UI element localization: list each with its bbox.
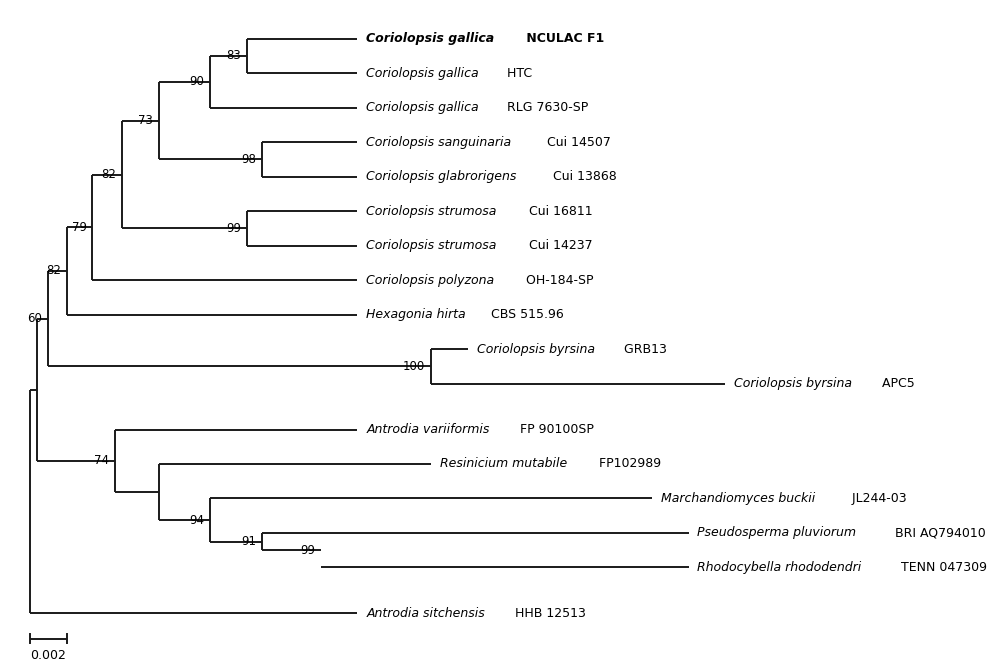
Text: Cui 14237: Cui 14237	[525, 239, 592, 252]
Text: 82: 82	[46, 264, 61, 277]
Text: JL244-03: JL244-03	[848, 492, 907, 505]
Text: Marchandiomyces buckii: Marchandiomyces buckii	[661, 492, 815, 505]
Text: Antrodia sitchensis: Antrodia sitchensis	[366, 607, 485, 620]
Text: 79: 79	[72, 220, 87, 234]
Text: Coriolopsis strumosa: Coriolopsis strumosa	[366, 204, 497, 218]
Text: APC5: APC5	[878, 377, 914, 390]
Text: 91: 91	[241, 535, 256, 548]
Text: HHB 12513: HHB 12513	[511, 607, 585, 620]
Text: 0.002: 0.002	[30, 649, 66, 662]
Text: NCULAC F1: NCULAC F1	[522, 32, 604, 45]
Text: FP102989: FP102989	[595, 458, 661, 470]
Text: Coriolopsis byrsina: Coriolopsis byrsina	[734, 377, 852, 390]
Text: FP 90100SP: FP 90100SP	[516, 423, 594, 436]
Text: Pseudosperma pluviorum: Pseudosperma pluviorum	[697, 526, 856, 539]
Text: 99: 99	[226, 222, 241, 235]
Text: TENN 047309: TENN 047309	[897, 561, 987, 574]
Text: Cui 16811: Cui 16811	[525, 204, 592, 218]
Text: Cui 14507: Cui 14507	[543, 136, 611, 149]
Text: 83: 83	[226, 49, 241, 63]
Text: 82: 82	[101, 168, 116, 181]
Text: CBS 515.96: CBS 515.96	[487, 308, 564, 321]
Text: Coriolopsis polyzona: Coriolopsis polyzona	[366, 274, 494, 286]
Text: 74: 74	[94, 454, 109, 468]
Text: HTC: HTC	[503, 67, 532, 80]
Text: Coriolopsis gallica: Coriolopsis gallica	[366, 67, 479, 80]
Text: Resinicium mutabile: Resinicium mutabile	[440, 458, 567, 470]
Text: 100: 100	[403, 360, 425, 373]
Text: 94: 94	[189, 513, 204, 527]
Text: Coriolopsis sanguinaria: Coriolopsis sanguinaria	[366, 136, 511, 149]
Text: Coriolopsis byrsina: Coriolopsis byrsina	[477, 342, 595, 356]
Text: 73: 73	[138, 114, 153, 127]
Text: Cui 13868: Cui 13868	[549, 170, 617, 183]
Text: 99: 99	[300, 543, 315, 557]
Text: OH-184-SP: OH-184-SP	[522, 274, 594, 286]
Text: 60: 60	[28, 312, 42, 325]
Text: Hexagonia hirta: Hexagonia hirta	[366, 308, 466, 321]
Text: Coriolopsis gallica: Coriolopsis gallica	[366, 32, 494, 45]
Text: RLG 7630-SP: RLG 7630-SP	[503, 101, 588, 114]
Text: Coriolopsis strumosa: Coriolopsis strumosa	[366, 239, 497, 252]
Text: 90: 90	[189, 75, 204, 89]
Text: BRI AQ794010: BRI AQ794010	[891, 526, 985, 539]
Text: Rhodocybella rhododendri: Rhodocybella rhododendri	[697, 561, 862, 574]
Text: GRB13: GRB13	[620, 342, 667, 356]
Text: Antrodia variiformis: Antrodia variiformis	[366, 423, 490, 436]
Text: Coriolopsis glabrorigens: Coriolopsis glabrorigens	[366, 170, 517, 183]
Text: 98: 98	[241, 153, 256, 166]
Text: Coriolopsis gallica: Coriolopsis gallica	[366, 101, 479, 114]
